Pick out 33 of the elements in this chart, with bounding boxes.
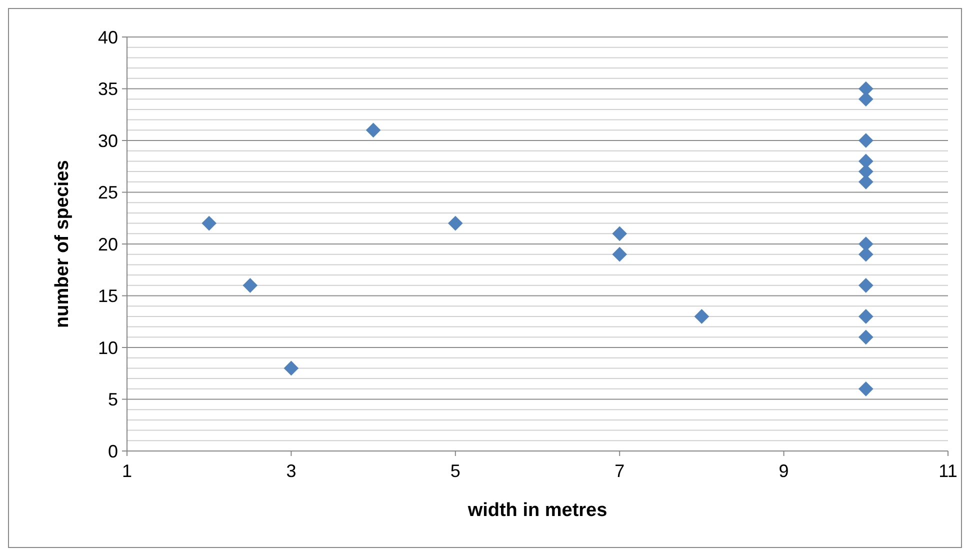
point (284, 360, 299, 376)
point (858, 309, 874, 324)
point (448, 216, 463, 231)
y-axis-title: number of species (52, 160, 73, 328)
x-axis-title: width in metres (466, 500, 608, 521)
x-tick-label: 7 (614, 461, 625, 481)
y-tick-label: 15 (98, 286, 118, 306)
point (202, 216, 217, 231)
point (858, 278, 874, 293)
point (242, 278, 258, 293)
point (694, 309, 710, 324)
point (858, 133, 874, 148)
y-tick-label: 10 (98, 338, 118, 358)
point (366, 122, 381, 138)
x-tick-label: 5 (450, 461, 460, 481)
y-tick-label: 20 (98, 234, 118, 254)
x-tick-label: 3 (286, 461, 296, 481)
y-tick-label: 35 (98, 79, 118, 100)
point (612, 226, 628, 242)
x-tick-label: 9 (778, 461, 789, 481)
point (858, 164, 874, 179)
y-tick-label: 25 (98, 182, 118, 203)
point (858, 381, 874, 396)
y-tick-label: 40 (98, 27, 118, 48)
y-tick-label: 0 (108, 441, 118, 462)
point (858, 236, 874, 252)
x-tick-label: 1 (122, 461, 132, 481)
point (858, 92, 874, 107)
point (612, 246, 628, 262)
y-tick-label: 5 (108, 390, 118, 410)
x-tick-label: 11 (938, 461, 958, 481)
y-tick-label: 30 (98, 130, 118, 151)
point (858, 330, 874, 345)
